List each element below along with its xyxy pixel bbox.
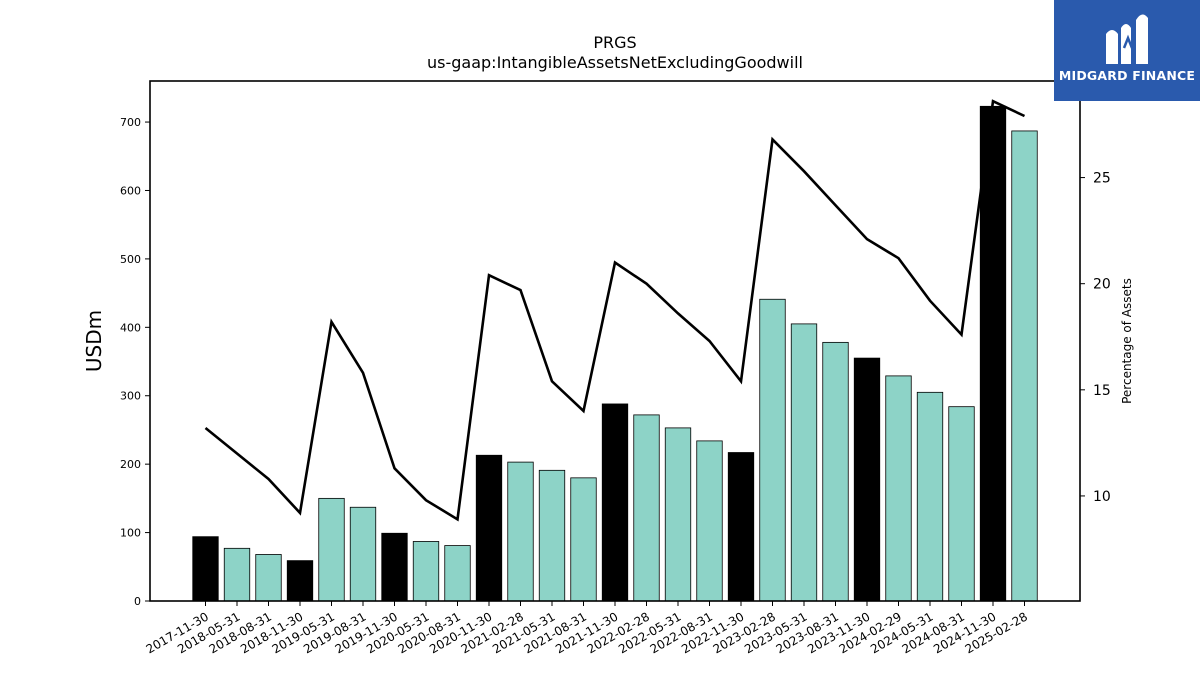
right-axis-ticks: 10 15 20 25 bbox=[1080, 171, 1111, 505]
bar-2023-02-28 bbox=[759, 298, 786, 602]
y2-tick-label: 25 bbox=[1093, 171, 1111, 187]
y-tick-label: 500 bbox=[120, 253, 141, 266]
y2-tick-label: 20 bbox=[1093, 277, 1111, 293]
y2-tick-label: 15 bbox=[1093, 383, 1111, 399]
y2-axis-label: Percentage of Assets bbox=[1120, 278, 1134, 404]
bar-2022-02-28 bbox=[633, 414, 660, 602]
bar-2024-05-31 bbox=[916, 391, 944, 602]
bar-2018-11-30 bbox=[286, 560, 314, 602]
y-tick-label: 0 bbox=[134, 595, 141, 608]
bar-2023-11-30 bbox=[853, 357, 881, 602]
bar-2020-05-31 bbox=[412, 541, 440, 602]
chart-subtitle: us-gaap:IntangibleAssetsNetExcludingGood… bbox=[427, 53, 803, 72]
bar-2024-08-31 bbox=[948, 406, 975, 602]
y-axis-label: USDm bbox=[82, 310, 106, 372]
bar-2022-08-31 bbox=[696, 440, 723, 602]
y-tick-label: 200 bbox=[120, 458, 141, 471]
y-tick-label: 300 bbox=[120, 390, 141, 403]
bar-2024-11-30 bbox=[979, 105, 1007, 602]
logo-text: MIDGARD FINANCE bbox=[1058, 68, 1196, 83]
bar-2023-08-31 bbox=[822, 341, 849, 602]
bar-2021-05-31 bbox=[538, 469, 566, 602]
bar-2018-05-31 bbox=[223, 547, 251, 602]
bar-2019-05-31 bbox=[318, 497, 345, 602]
bar-2024-02-29 bbox=[885, 375, 912, 602]
bar-2021-02-28 bbox=[507, 461, 534, 602]
bars-group bbox=[192, 105, 1038, 602]
y-tick-label: 100 bbox=[120, 527, 141, 540]
bar-2018-08-31 bbox=[255, 554, 282, 602]
left-axis-ticks: 0 100 200 300 400 500 600 700 bbox=[120, 116, 150, 608]
bar-2020-08-31 bbox=[444, 545, 471, 602]
bar-2021-08-31 bbox=[570, 477, 597, 602]
bar-2021-11-30 bbox=[601, 403, 629, 602]
y-tick-label: 400 bbox=[120, 321, 141, 334]
bar-2025-02-28 bbox=[1011, 130, 1038, 602]
midgard-finance-logo: MIDGARD FINANCE bbox=[1054, 0, 1200, 101]
midgard-logo-icon bbox=[1106, 14, 1148, 65]
y-tick-label: 700 bbox=[120, 116, 141, 129]
y-tick-label: 600 bbox=[120, 184, 141, 197]
line-group bbox=[204, 99, 1026, 522]
y2-tick-label: 10 bbox=[1093, 489, 1111, 505]
bar-2022-05-31 bbox=[664, 427, 692, 602]
percentage-line bbox=[204, 99, 1026, 522]
bar-2019-11-30 bbox=[381, 532, 408, 602]
x-axis-ticks: 2017-11-302018-05-312018-08-312018-11-30… bbox=[144, 601, 1030, 656]
bar-2020-11-30 bbox=[475, 454, 503, 602]
bar-2023-05-31 bbox=[790, 323, 818, 602]
bar-2019-08-31 bbox=[349, 506, 377, 602]
bar-2022-11-30 bbox=[727, 452, 755, 602]
chart-title: PRGS bbox=[593, 33, 636, 52]
bar-2017-11-30 bbox=[192, 536, 219, 602]
